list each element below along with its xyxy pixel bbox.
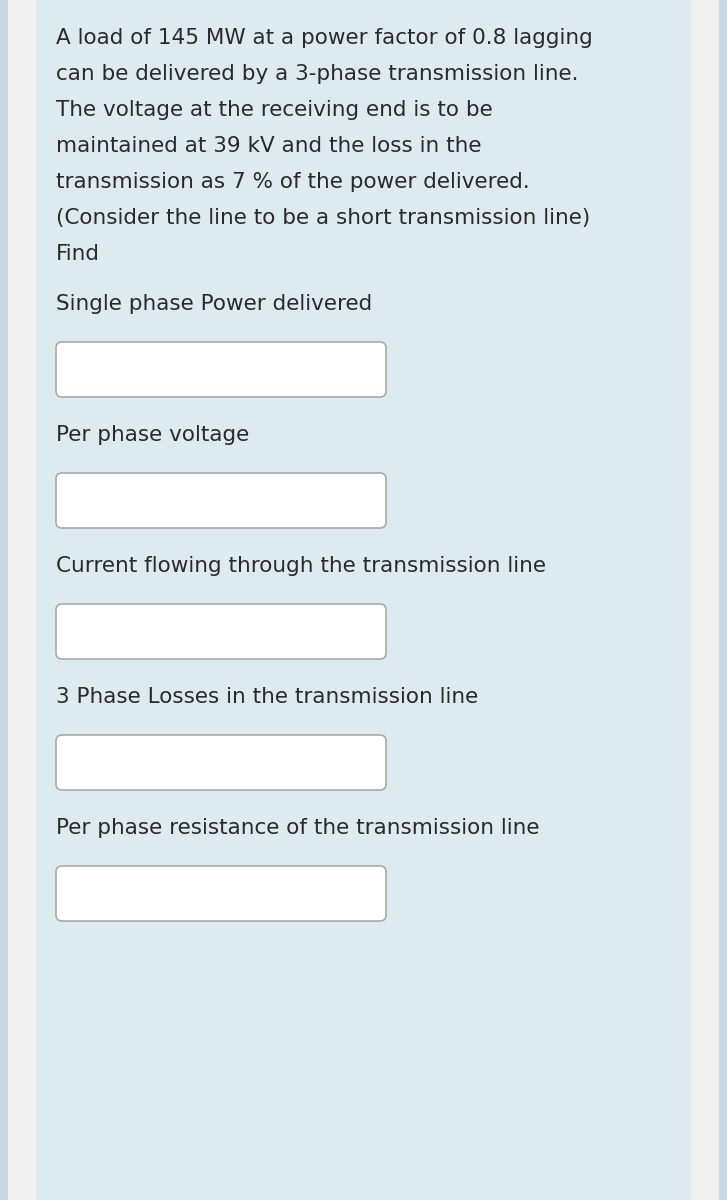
FancyBboxPatch shape	[56, 604, 386, 659]
Text: Current flowing through the transmission line: Current flowing through the transmission…	[56, 556, 546, 576]
FancyBboxPatch shape	[56, 473, 386, 528]
Text: Single phase Power delivered: Single phase Power delivered	[56, 294, 372, 314]
Text: can be delivered by a 3-phase transmission line.: can be delivered by a 3-phase transmissi…	[56, 64, 579, 84]
Text: A load of 145 MW at a power factor of 0.8 lagging: A load of 145 MW at a power factor of 0.…	[56, 28, 593, 48]
Text: The voltage at the receiving end is to be: The voltage at the receiving end is to b…	[56, 100, 493, 120]
Text: Per phase resistance of the transmission line: Per phase resistance of the transmission…	[56, 818, 539, 838]
Text: transmission as 7 % of the power delivered.: transmission as 7 % of the power deliver…	[56, 172, 530, 192]
FancyBboxPatch shape	[56, 866, 386, 922]
Bar	[691, 0, 719, 1200]
Bar	[8, 0, 36, 1200]
Text: Per phase voltage: Per phase voltage	[56, 425, 249, 445]
FancyBboxPatch shape	[56, 734, 386, 790]
Text: Find: Find	[56, 244, 100, 264]
FancyBboxPatch shape	[56, 342, 386, 397]
Text: (Consider the line to be a short transmission line): (Consider the line to be a short transmi…	[56, 208, 590, 228]
Text: 3 Phase Losses in the transmission line: 3 Phase Losses in the transmission line	[56, 686, 478, 707]
Text: maintained at 39 kV and the loss in the: maintained at 39 kV and the loss in the	[56, 136, 481, 156]
